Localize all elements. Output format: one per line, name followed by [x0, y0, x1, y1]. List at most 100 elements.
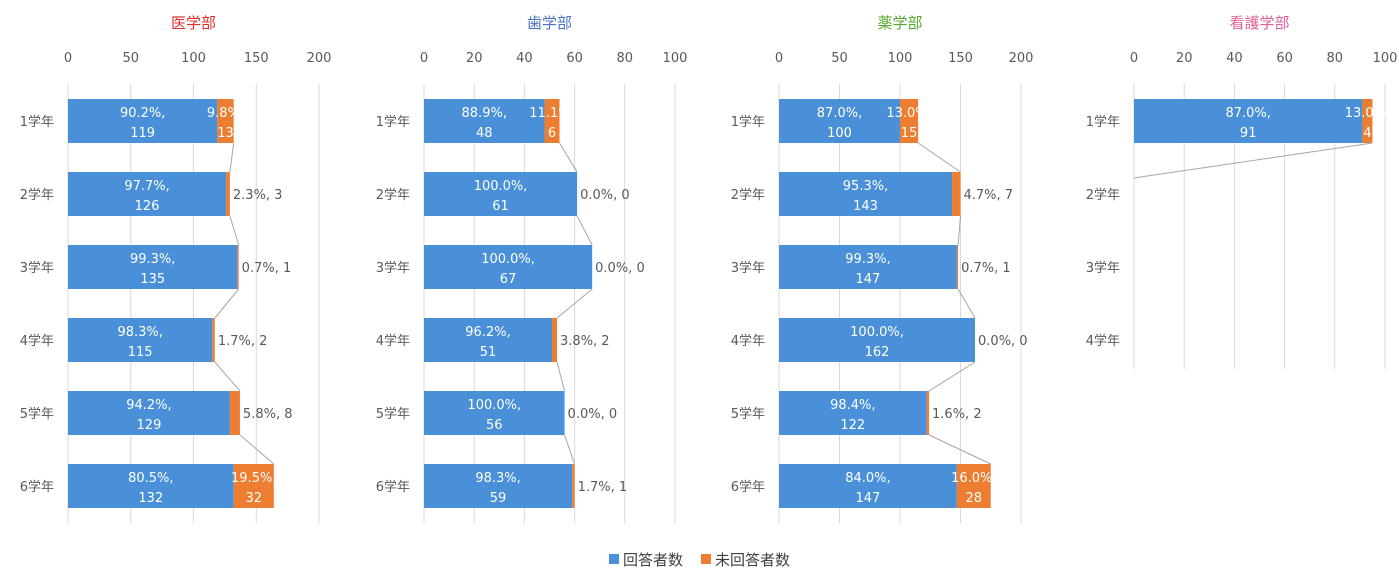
- legend-item-unanswered: 未回答者数: [701, 549, 790, 570]
- data-label-answered-count-1-0: 48: [476, 126, 493, 141]
- y-tick-label-1-1: 2学年: [376, 187, 410, 203]
- x-tick-label-0-1: 50: [122, 51, 139, 66]
- data-label-unanswered-1-5: 1.7%, 1: [578, 480, 628, 495]
- data-label-unanswered-1-2: 0.0%, 0: [595, 261, 645, 276]
- data-label-answered-count-0-0: 119: [130, 126, 155, 141]
- data-label-answered-pct-0-5: 80.5%,: [128, 471, 173, 486]
- y-tick-label-2-3: 4学年: [731, 333, 765, 349]
- data-label-answered-pct-2-2: 99.3%,: [845, 252, 890, 267]
- data-label-unanswered-pct-0-0: 9.8%,: [207, 106, 244, 121]
- y-tick-label-1-4: 5学年: [376, 406, 410, 422]
- data-label-answered-count-1-1: 61: [492, 199, 509, 214]
- y-tick-label-1-3: 4学年: [376, 333, 410, 349]
- data-label-answered-pct-1-0: 88.9%,: [462, 106, 507, 121]
- x-tick-label-1-4: 80: [617, 51, 634, 66]
- data-label-unanswered-pct-3-0: 13.0%,: [1345, 106, 1390, 121]
- series-line-0-4: [239, 434, 275, 465]
- data-label-answered-pct-0-0: 90.2%,: [120, 106, 165, 121]
- series-line-0-3: [214, 361, 241, 392]
- legend-label-unanswered: 未回答者数: [715, 550, 791, 569]
- bar-answered-0-5: [68, 464, 234, 508]
- data-label-answered-pct-0-2: 99.3%,: [130, 252, 175, 267]
- x-tick-label-0-2: 100: [181, 51, 206, 66]
- data-label-answered-pct-1-2: 100.0%,: [481, 252, 535, 267]
- data-label-unanswered-pct-2-0: 13.0%,: [886, 106, 931, 121]
- bar-answered-2-2: [779, 245, 957, 289]
- series-line-2-1: [957, 215, 961, 246]
- bar-unanswered-0-0: [217, 99, 234, 143]
- data-label-answered-pct-0-1: 97.7%,: [124, 179, 169, 194]
- data-label-unanswered-count-2-5: 28: [966, 491, 983, 506]
- bar-unanswered-0-3: [212, 318, 215, 362]
- data-label-answered-pct-3-0: 87.0%,: [1225, 106, 1270, 121]
- bar-answered-2-4: [779, 391, 927, 435]
- data-label-answered-pct-2-4: 98.4%,: [830, 398, 875, 413]
- bar-unanswered-3-0: [1362, 99, 1373, 143]
- y-tick-label-1-5: 6学年: [376, 479, 410, 495]
- y-tick-label-0-0: 1学年: [20, 114, 54, 130]
- bar-answered-1-4: [424, 391, 565, 435]
- series-line-0-1: [229, 215, 240, 246]
- series-line-1-3: [556, 361, 566, 392]
- chart-title-2: 薬学部: [877, 14, 922, 32]
- x-tick-label-0-0: 0: [64, 51, 72, 66]
- bar-answered-0-1: [68, 172, 227, 216]
- bar-answered-0-4: [68, 391, 230, 435]
- y-tick-label-3-1: 2学年: [1086, 187, 1120, 203]
- bar-unanswered-0-4: [229, 391, 240, 435]
- data-label-unanswered-pct-0-5: 19.5%,: [231, 471, 276, 486]
- bar-answered-2-5: [779, 464, 957, 508]
- data-label-answered-pct-1-5: 98.3%,: [475, 471, 520, 486]
- data-label-unanswered-count-1-0: 6: [548, 126, 556, 141]
- data-label-answered-count-2-1: 143: [853, 199, 878, 214]
- bar-unanswered-2-1: [952, 172, 961, 216]
- data-label-answered-count-2-2: 147: [856, 272, 881, 287]
- x-tick-label-3-3: 60: [1276, 51, 1293, 66]
- y-tick-label-0-3: 4学年: [20, 333, 54, 349]
- data-label-unanswered-2-1: 4.7%, 7: [964, 188, 1014, 203]
- bar-answered-3-0: [1134, 99, 1363, 143]
- data-label-answered-count-0-1: 126: [135, 199, 160, 214]
- y-tick-label-2-0: 1学年: [731, 114, 765, 130]
- bar-answered-2-3: [779, 318, 976, 362]
- bar-answered-2-1: [779, 172, 953, 216]
- series-line-1-4: [564, 434, 576, 465]
- x-tick-label-0-3: 150: [244, 51, 269, 66]
- y-tick-label-3-0: 1学年: [1086, 114, 1120, 130]
- data-label-answered-count-3-0: 91: [1240, 126, 1257, 141]
- data-label-answered-pct-0-4: 94.2%,: [126, 398, 171, 413]
- x-tick-label-3-0: 0: [1130, 51, 1138, 66]
- data-label-answered-pct-2-0: 87.0%,: [817, 106, 862, 121]
- data-label-answered-count-2-3: 162: [865, 345, 890, 360]
- legend-swatch-answered: [608, 554, 619, 564]
- legend-swatch-unanswered: [701, 554, 711, 564]
- data-label-answered-pct-1-3: 96.2%,: [465, 325, 510, 340]
- data-label-answered-pct-1-4: 100.0%,: [467, 398, 521, 413]
- data-label-answered-pct-1-1: 100.0%,: [474, 179, 528, 194]
- x-tick-label-1-5: 100: [663, 51, 688, 66]
- y-tick-label-3-3: 4学年: [1086, 333, 1120, 349]
- x-tick-label-3-4: 80: [1327, 51, 1344, 66]
- bar-unanswered-2-4: [926, 391, 930, 435]
- series-line-2-0: [917, 142, 961, 173]
- series-line-2-3: [928, 361, 976, 392]
- data-label-answered-count-2-0: 100: [827, 126, 852, 141]
- y-tick-label-0-1: 2学年: [20, 187, 54, 203]
- legend-item-answered: 回答者数: [608, 549, 683, 570]
- data-label-answered-pct-2-1: 95.3%,: [843, 179, 888, 194]
- data-label-answered-count-0-2: 135: [140, 272, 165, 287]
- y-tick-label-2-2: 3学年: [731, 260, 765, 276]
- x-tick-label-1-2: 40: [516, 51, 533, 66]
- x-tick-label-3-1: 20: [1176, 51, 1193, 66]
- series-line-1-0: [559, 142, 578, 173]
- x-tick-label-3-5: 100: [1373, 51, 1398, 66]
- y-tick-label-0-2: 3学年: [20, 260, 54, 276]
- series-line-2-4: [928, 434, 991, 465]
- data-label-unanswered-0-1: 2.3%, 3: [233, 188, 283, 203]
- data-label-unanswered-count-2-0: 15: [901, 126, 918, 141]
- data-label-answered-count-1-2: 67: [500, 272, 517, 287]
- chart-title-3: 看護学部: [1229, 14, 1289, 32]
- bar-unanswered-0-5: [233, 464, 274, 508]
- series-line-1-1: [576, 215, 593, 246]
- legend-label-answered: 回答者数: [622, 550, 683, 569]
